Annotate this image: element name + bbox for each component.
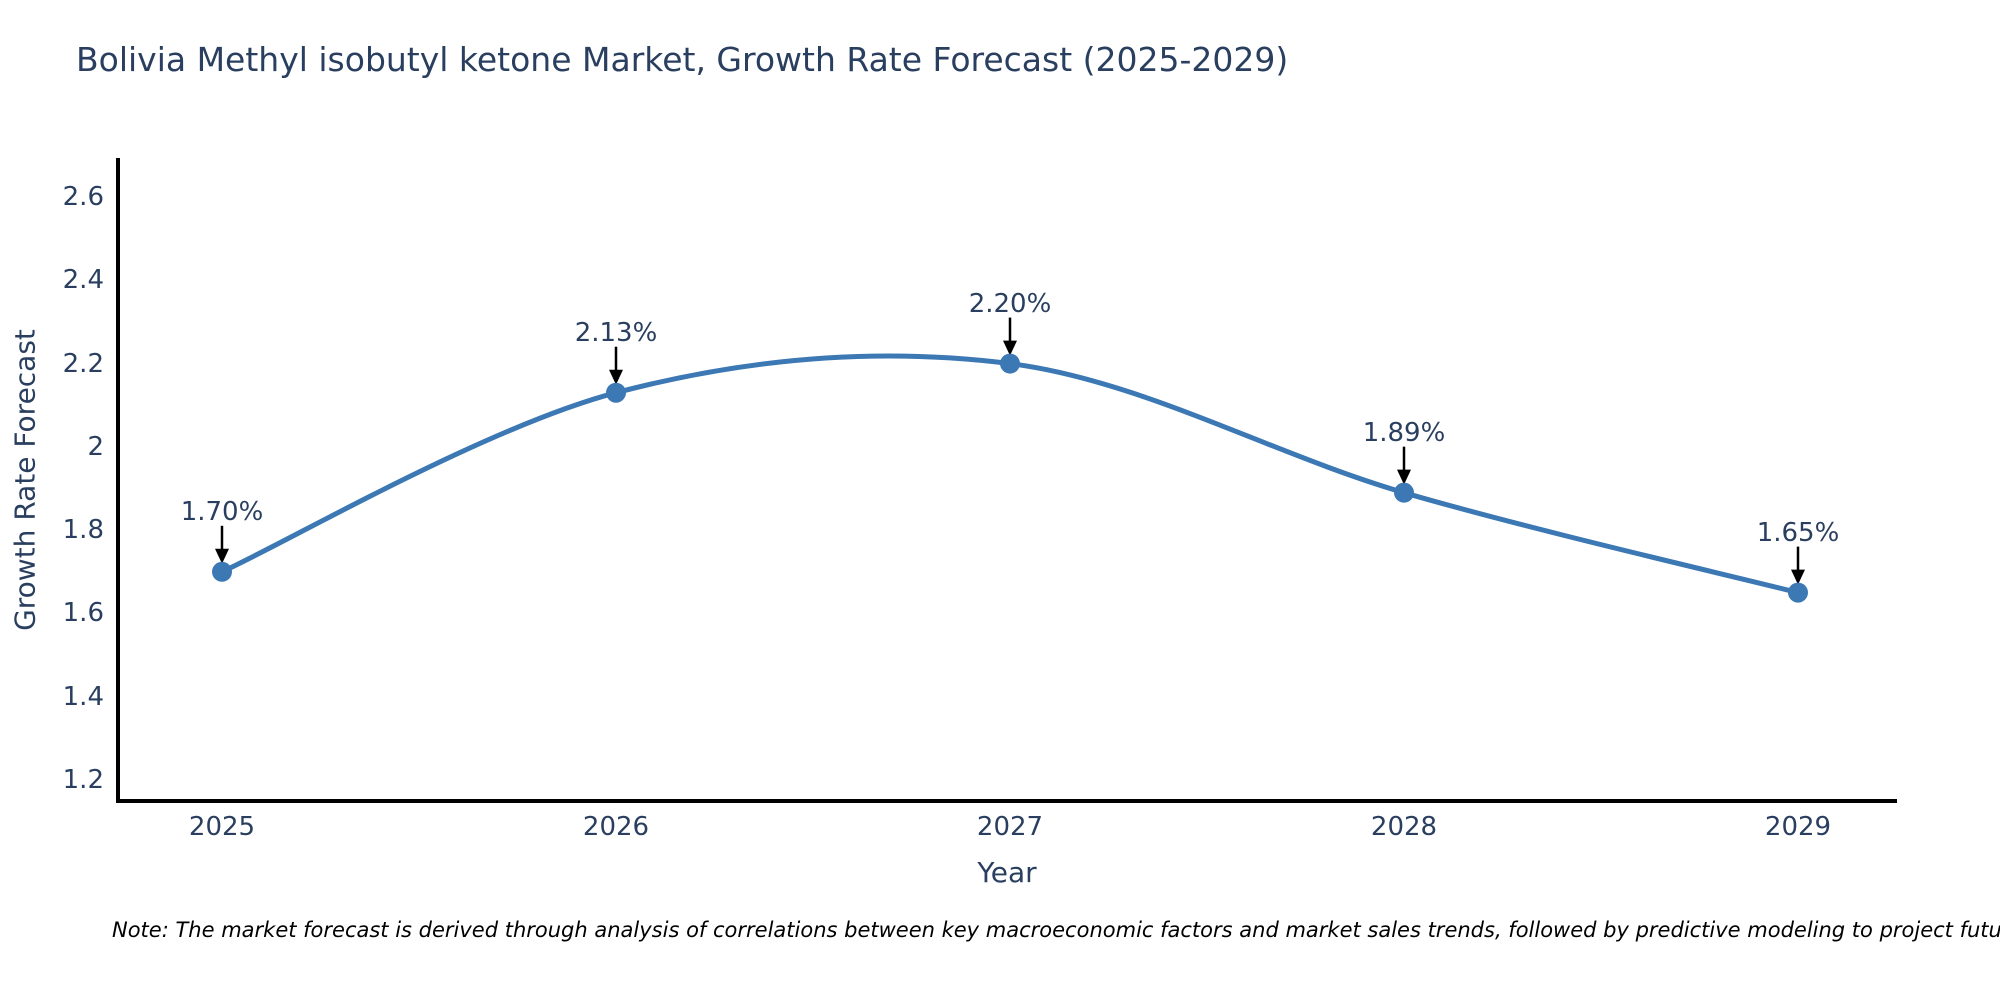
y-tick-label: 2.4 [62, 265, 104, 296]
x-tick-label: 2027 [976, 812, 1044, 842]
y-tick-label: 2.2 [62, 348, 104, 379]
x-tick-label: 2025 [188, 812, 256, 842]
data-point-marker [1000, 353, 1020, 374]
chart-title: Bolivia Methyl isobutyl ketone Market, G… [76, 40, 1289, 79]
data-point-marker [212, 561, 232, 582]
y-tick-label: 1.4 [62, 681, 104, 712]
y-tick-label: 2 [87, 431, 104, 462]
annotation-arrowhead [1397, 469, 1411, 485]
annotation-arrowhead [215, 548, 229, 564]
x-tick-label: 2029 [1764, 812, 1832, 842]
y-tick-label: 1.6 [62, 598, 104, 629]
annotation-arrowhead [1003, 340, 1017, 356]
annotation-arrowhead [1791, 569, 1805, 585]
data-point-marker [606, 382, 626, 403]
x-axis-title: Year [977, 856, 1037, 889]
data-point-label: 1.70% [180, 496, 264, 527]
data-point-label: 2.20% [968, 288, 1052, 319]
data-point-label: 1.89% [1362, 417, 1446, 448]
footnote: Note: The market forecast is derived thr… [112, 918, 2000, 942]
data-point-label: 1.65% [1756, 517, 1840, 548]
annotation-arrowhead [609, 369, 623, 385]
y-tick-label: 1.2 [62, 765, 104, 795]
forecast-line [220, 353, 1799, 596]
data-point-marker [1394, 482, 1414, 503]
y-tick-label: 1.8 [62, 515, 104, 546]
y-tick-label: 2.6 [62, 181, 104, 212]
x-tick-label: 2026 [582, 812, 650, 842]
data-point-label: 2.13% [574, 317, 658, 348]
data-point-marker [1788, 582, 1808, 603]
x-tick-label: 2028 [1370, 812, 1438, 842]
